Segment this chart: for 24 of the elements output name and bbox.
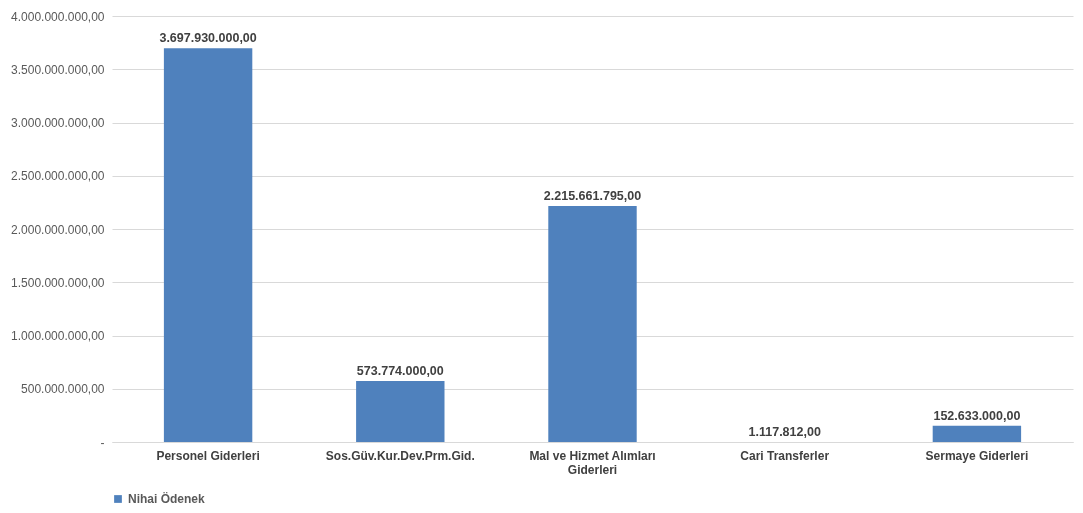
bar — [932, 425, 1022, 442]
x-tick-label: Cari Transferler — [740, 448, 830, 463]
y-tick-label: 3.500.000.000,00 — [11, 62, 105, 77]
data-label: 573.774.000,00 — [356, 363, 444, 378]
x-tick-label: Mal ve Hizmet Alımları Giderleri — [529, 448, 656, 477]
data-label: 1.117.812,00 — [748, 424, 821, 439]
bar — [163, 48, 253, 442]
x-tick-label: Personel Giderleri — [156, 448, 260, 463]
data-label: 3.697.930.000,00 — [159, 31, 257, 46]
y-tick-label: 3.000.000.000,00 — [11, 116, 105, 130]
data-label: 152.633.000,00 — [933, 408, 1021, 423]
y-tick-label: 1.500.000.000,00 — [11, 275, 105, 290]
y-tick-label: 2.000.000.000,00 — [11, 222, 105, 237]
y-tick-label: 1.000.000.000,00 — [11, 329, 105, 343]
x-tick-label: Sos.Güv.Kur.Dev.Prm.Gid. — [325, 448, 475, 463]
data-label: 2.215.661.795,00 — [543, 189, 642, 204]
bar — [548, 206, 637, 442]
y-tick-label: - — [100, 435, 105, 450]
y-tick-label: 4.000.000.000,00 — [11, 9, 105, 24]
x-tick-label: Sermaye Giderleri — [925, 448, 1029, 463]
y-tick-label: 2.500.000.000,00 — [11, 169, 105, 184]
legend-label: Nihai Ödenek — [128, 491, 206, 506]
y-tick-label: 500.000.000,00 — [21, 382, 105, 397]
bar — [356, 380, 445, 442]
